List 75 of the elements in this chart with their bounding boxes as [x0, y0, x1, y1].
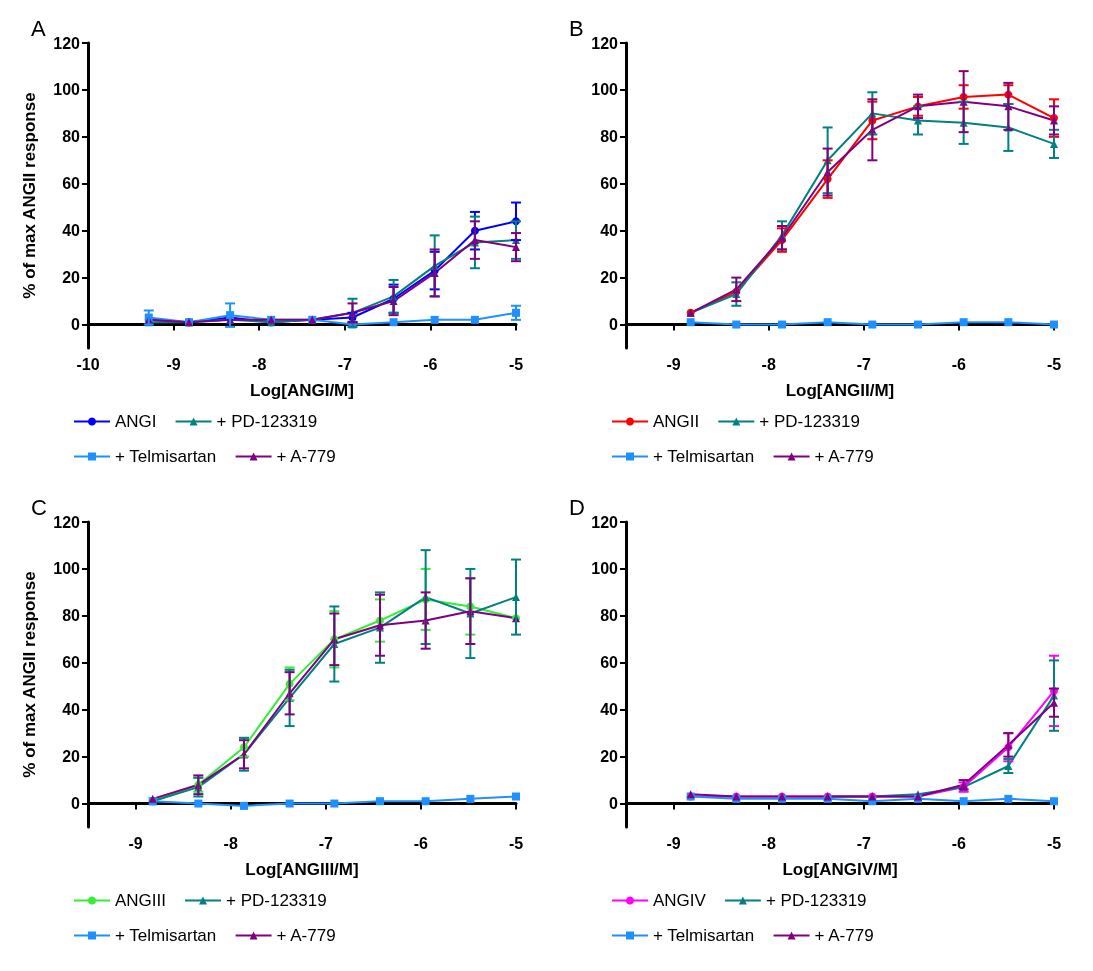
x-tick-label: -6: [951, 355, 967, 373]
legend-label: ANGII: [653, 412, 700, 431]
y-tick-label: 0: [609, 316, 619, 334]
y-tick-label: 100: [591, 81, 619, 99]
x-tick-label: -9: [666, 355, 681, 373]
x-tick-label: -9: [166, 355, 181, 373]
x-tick-label: -7: [856, 834, 871, 852]
y-tick-label: 0: [71, 795, 81, 813]
y-tick-label: 60: [62, 654, 81, 672]
y-tick-label: 40: [600, 222, 619, 240]
legend-label: + PD-123319: [216, 412, 318, 431]
y-tick-label: 20: [62, 748, 81, 766]
legend-label: + PD-123319: [765, 891, 867, 910]
y-tick-label: 120: [591, 34, 619, 52]
x-tick-label: -5: [508, 355, 524, 373]
legend-label: + PD-123319: [759, 412, 860, 431]
x-tick-label: -5: [508, 834, 524, 852]
x-tick-label: -8: [761, 355, 776, 373]
chart-title: B: [569, 15, 584, 41]
x-axis-title: Log[ANGIII/M]: [245, 860, 359, 879]
legend-label: + A-779: [276, 447, 336, 466]
x-tick-label: -5: [1046, 834, 1062, 852]
y-tick-label: 60: [62, 175, 81, 193]
chart-title: D: [569, 494, 585, 520]
x-tick-label: -8: [223, 834, 238, 852]
x-tick-label: -7: [337, 355, 353, 373]
y-tick-label: 120: [591, 513, 619, 531]
y-tick-label: 100: [591, 560, 619, 578]
x-tick-label: -9: [128, 834, 143, 852]
legend-label: + Telmisartan: [653, 926, 755, 945]
y-tick-label: 120: [53, 513, 81, 531]
y-tick-label: 100: [53, 81, 81, 99]
x-tick-label: -6: [423, 355, 438, 373]
chart-title: C: [31, 494, 47, 520]
y-tick-label: 80: [600, 128, 619, 146]
legend-label: + A-779: [814, 447, 874, 466]
y-tick-label: 60: [600, 654, 619, 672]
y-tick-label: 100: [53, 560, 81, 578]
legend-label: ANGIV: [653, 891, 707, 910]
legend-label: + PD-123319: [226, 891, 327, 910]
y-tick-label: 20: [600, 748, 619, 766]
y-tick-label: 60: [600, 175, 619, 193]
y-tick-label: 20: [62, 269, 81, 287]
y-tick-label: 0: [71, 316, 81, 334]
y-tick-label: 0: [609, 795, 619, 813]
y-tick-label: 40: [62, 701, 81, 719]
legend-label: + A-779: [276, 926, 336, 945]
y-tick-label: 40: [62, 222, 81, 240]
legend-label: ANGIII: [115, 891, 167, 910]
y-tick-label: 40: [600, 701, 619, 719]
x-tick-label: -5: [1046, 355, 1062, 373]
x-axis-title: Log[ANGI/M]: [250, 381, 354, 400]
y-tick-label: 20: [600, 269, 619, 287]
legend-label: + Telmisartan: [115, 926, 217, 945]
x-axis-title: Log[ANGIV/M]: [782, 860, 898, 879]
y-tick-label: 80: [600, 607, 619, 625]
y-axis-title: % of max ANGII response: [20, 571, 39, 778]
x-tick-label: -10: [76, 355, 100, 373]
y-tick-label: 120: [53, 34, 81, 52]
legend-label: + Telmisartan: [115, 447, 217, 466]
legend-label: ANGI: [115, 412, 157, 431]
x-tick-label: -8: [761, 834, 776, 852]
chart-title: A: [31, 15, 46, 41]
x-tick-label: -7: [318, 834, 333, 852]
y-axis-title: % of max ANGII response: [20, 92, 39, 299]
y-tick-label: 80: [62, 128, 81, 146]
y-tick-label: 80: [62, 607, 81, 625]
legend-label: + Telmisartan: [653, 447, 755, 466]
legend-label: + A-779: [814, 926, 874, 945]
x-tick-label: -9: [666, 834, 681, 852]
x-axis-title: Log[ANGII/M]: [785, 381, 895, 400]
x-tick-label: -8: [252, 355, 267, 373]
x-tick-label: -7: [856, 355, 871, 373]
x-tick-label: -6: [413, 834, 429, 852]
x-tick-label: -6: [951, 834, 967, 852]
